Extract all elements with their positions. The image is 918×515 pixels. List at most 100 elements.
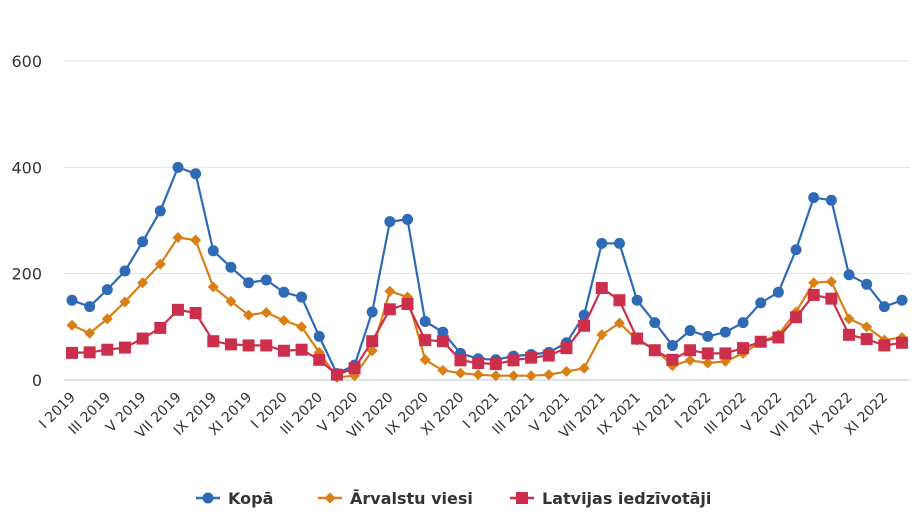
data-point: [578, 319, 591, 332]
data-point: [154, 205, 166, 217]
data-point: [243, 277, 255, 289]
data-point: [83, 346, 96, 359]
data-point: [402, 213, 414, 225]
data-point: [207, 245, 219, 257]
data-point: [578, 362, 590, 374]
data-point: [525, 370, 537, 382]
data-point: [490, 370, 502, 382]
data-point: [825, 276, 837, 288]
data-point: [330, 368, 343, 381]
data-point: [613, 294, 626, 307]
data-point: [702, 357, 714, 369]
data-point: [225, 261, 237, 273]
legend-label: Latvijas iedzīvotāji: [542, 489, 711, 508]
data-point: [507, 370, 519, 382]
data-point: [825, 194, 837, 206]
data-point: [436, 335, 449, 348]
legend-label: Kopā: [228, 489, 273, 508]
data-point: [242, 339, 255, 352]
data-point: [277, 344, 290, 357]
y-tick-label: 400: [11, 158, 42, 177]
data-point: [401, 297, 414, 310]
data-point: [118, 341, 131, 354]
data-point: [666, 339, 678, 351]
legend-label: Ārvalstu viesi: [350, 488, 473, 508]
y-tick-label: 600: [11, 52, 42, 71]
data-point: [172, 161, 184, 173]
data-point: [896, 294, 908, 306]
data-point: [313, 353, 326, 366]
data-point: [631, 294, 643, 306]
data-point: [878, 301, 890, 313]
data-point: [631, 332, 644, 345]
data-point: [595, 282, 608, 295]
data-point: [278, 314, 290, 326]
data-point: [754, 335, 767, 348]
data-point: [772, 286, 784, 298]
y-axis-ticks: 0 200 400 600: [11, 52, 42, 390]
data-point: [843, 328, 856, 341]
data-point: [136, 332, 149, 345]
data-point: [154, 321, 167, 334]
data-point: [543, 369, 555, 381]
data-point: [560, 365, 572, 377]
data-point: [366, 335, 379, 348]
data-point: [207, 335, 220, 348]
data-point: [861, 321, 873, 333]
data-point: [437, 326, 449, 338]
data-point: [684, 325, 696, 337]
data-point: [190, 234, 202, 246]
data-point: [278, 286, 290, 298]
data-point: [896, 336, 908, 349]
data-point: [772, 331, 785, 344]
y-tick-label: 0: [32, 371, 42, 390]
data-point: [190, 168, 202, 180]
data-point: [419, 316, 431, 328]
data-point: [737, 317, 749, 329]
data-point: [207, 281, 219, 293]
data-point: [366, 306, 378, 318]
data-point: [737, 342, 750, 355]
data-point: [366, 345, 378, 357]
data-point: [137, 277, 149, 289]
data-point: [648, 344, 661, 357]
data-point: [596, 237, 608, 249]
data-point: [243, 309, 255, 321]
data-point: [437, 364, 449, 376]
data-point: [701, 347, 714, 360]
data-point: [790, 244, 802, 256]
data-point: [119, 296, 131, 308]
data-point: [172, 232, 184, 244]
data-point: [542, 349, 555, 362]
data-point: [613, 317, 625, 329]
data-point: [702, 330, 714, 342]
data-point: [878, 339, 891, 352]
data-point: [348, 362, 361, 375]
data-point: [861, 278, 873, 290]
data-point: [260, 339, 273, 352]
data-point: [790, 311, 803, 324]
data-point: [684, 344, 697, 357]
data-point: [154, 258, 166, 270]
data-point: [101, 284, 113, 296]
data-point: [84, 327, 96, 339]
data-point: [313, 330, 325, 342]
data-point: [260, 306, 272, 318]
series-layer: [66, 161, 908, 383]
data-point: [684, 354, 696, 366]
data-point: [489, 358, 502, 371]
data-point: [101, 313, 113, 325]
data-point: [224, 338, 237, 351]
data-point: [84, 301, 96, 313]
data-point: [472, 356, 485, 369]
data-point: [472, 369, 484, 381]
data-point: [596, 329, 608, 341]
data-point: [719, 347, 732, 360]
data-point: [66, 294, 78, 306]
data-point: [843, 269, 855, 281]
data-point: [225, 295, 237, 307]
data-point: [649, 317, 661, 329]
grid-lines: [64, 60, 910, 381]
